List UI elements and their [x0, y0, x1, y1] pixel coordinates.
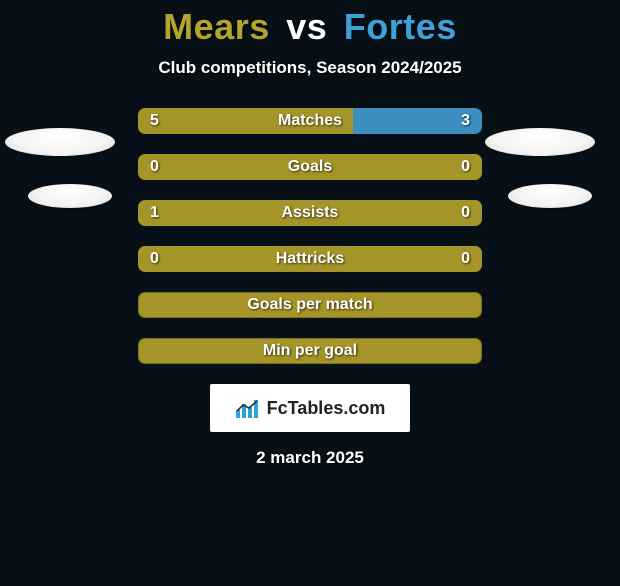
stat-row: Goals per match	[138, 292, 482, 318]
player2-name: Fortes	[344, 6, 457, 47]
vs-separator: vs	[286, 6, 327, 47]
team-ellipse	[5, 128, 115, 156]
stat-bar-empty	[138, 338, 482, 364]
team-ellipse	[508, 184, 592, 208]
brand-badge: FcTables.com	[210, 384, 410, 432]
stat-bar-track	[138, 200, 482, 226]
stat-row: Matches53	[138, 108, 482, 134]
brand-text: FcTables.com	[267, 398, 386, 419]
stat-bar-track	[138, 108, 482, 134]
stat-bar-right	[353, 108, 482, 134]
player1-name: Mears	[163, 6, 270, 47]
team-ellipse	[485, 128, 595, 156]
stat-row: Hattricks00	[138, 246, 482, 272]
stat-row: Min per goal	[138, 338, 482, 364]
bars-icon	[235, 398, 261, 418]
stat-bar-track	[138, 154, 482, 180]
stat-bar-left	[138, 154, 482, 180]
stat-bar-left	[138, 246, 482, 272]
team-ellipse	[28, 184, 112, 208]
stat-bar-left	[138, 108, 353, 134]
subtitle: Club competitions, Season 2024/2025	[0, 58, 620, 78]
stat-bar-empty	[138, 292, 482, 318]
stat-row: Assists10	[138, 200, 482, 226]
stat-bar-left	[138, 200, 482, 226]
stat-bar-track	[138, 246, 482, 272]
date-label: 2 march 2025	[0, 448, 620, 468]
stat-row: Goals00	[138, 154, 482, 180]
page-title: Mears vs Fortes	[0, 6, 620, 48]
